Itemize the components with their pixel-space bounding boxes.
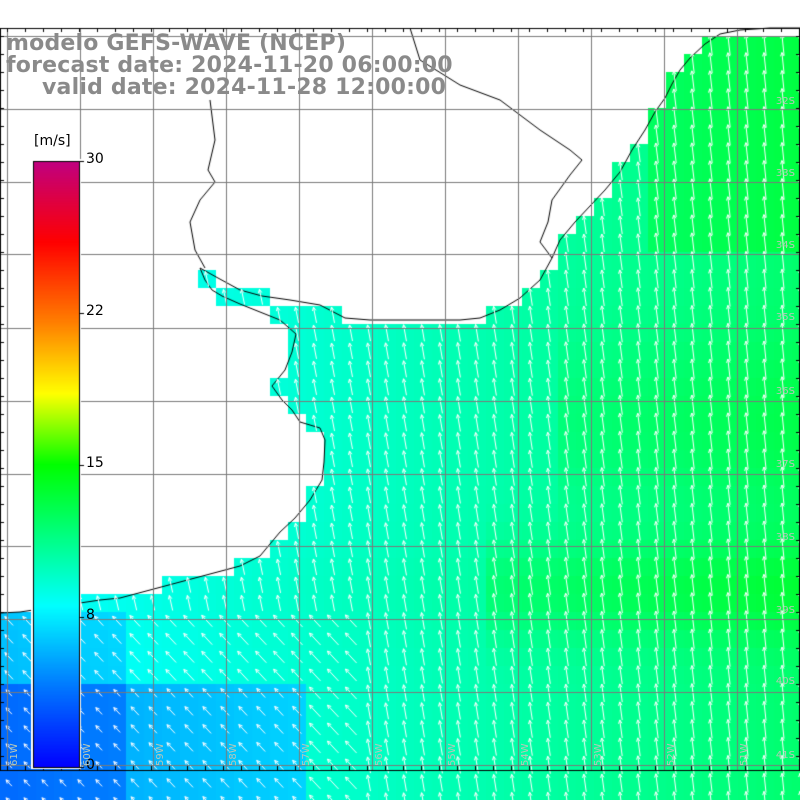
forecast-date: forecast date: 2024-11-20 06:00:00 [6,53,453,78]
lat-label: 36S [775,386,795,397]
lat-label: 37S [775,459,795,470]
colorbar-unit: [m/s] [34,133,71,149]
lon-label: 51W [739,743,750,766]
lat-label: 41S [775,750,795,761]
lat-label: 38S [775,532,795,543]
lon-label: 58W [228,743,239,766]
colorbar-tick-8: 8 [86,607,95,623]
model-title: modelo GEFS-WAVE (NCEP) [6,31,347,56]
lon-label: 60W [82,743,93,766]
colorbar-tick-0: 0 [86,757,95,773]
colorbar-tick-30: 30 [86,151,104,167]
lat-label: 32S [775,96,795,107]
lon-label: 55W [447,743,458,766]
lat-label: 35S [775,312,795,323]
lon-label: 56W [374,743,385,766]
lon-label: 57W [301,743,312,766]
lat-label: 33S [775,168,795,179]
lat-label: 40S [775,676,795,687]
lon-label: 52W [666,743,677,766]
lon-label: 54W [520,743,531,766]
colorbar-tick-22: 22 [86,303,104,319]
colorbar-tick-15: 15 [86,455,104,471]
lat-label: 39S [775,605,795,616]
lat-label: 34S [775,240,795,251]
valid-date: valid date: 2024-11-28 12:00:00 [42,75,447,100]
lon-label: 61W [9,743,20,766]
lon-label: 59W [155,743,166,766]
lon-label: 53W [593,743,604,766]
